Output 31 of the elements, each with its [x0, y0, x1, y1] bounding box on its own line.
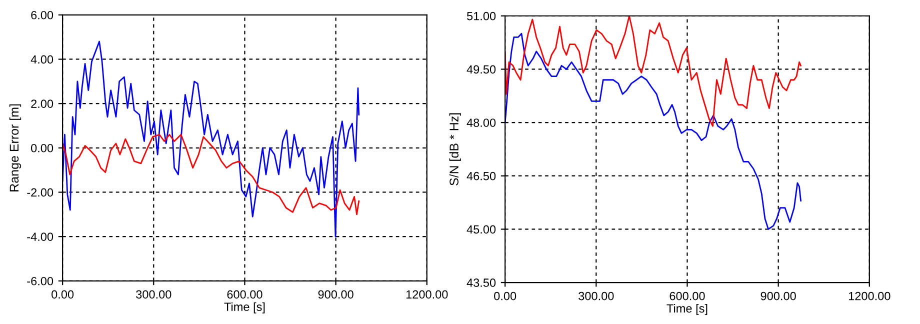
x-tick-label: 0.00 [52, 290, 74, 299]
x-tick-label: 300.00 [136, 290, 172, 299]
y-axis-title: Range Error [m] [9, 104, 22, 192]
x-axis-title: Time [s] [224, 302, 265, 314]
x-tick-label: 0.00 [494, 292, 516, 300]
y-axis-title: S/N [dB * Hz] [449, 113, 461, 186]
y-tick-label: 2.00 [31, 100, 54, 108]
x-axis-title: Time [s] [666, 304, 708, 315]
y-tick-label: 46.50 [466, 172, 496, 180]
y-tick-label: 48.00 [466, 118, 496, 127]
line-series [62, 134, 360, 216]
y-tick-label: -6.00 [27, 276, 54, 286]
x-tick-label: 1200.00 [848, 292, 890, 300]
y-tick-label: 6.00 [31, 10, 54, 20]
x-tick-label: 900.00 [318, 290, 354, 299]
y-tick-label: 51.00 [466, 12, 496, 20]
x-tick-label: 900.00 [760, 292, 796, 300]
x-tick-label: 1200.00 [406, 290, 448, 299]
y-tick-label: -2.00 [27, 188, 54, 197]
y-tick-label: -4.00 [27, 232, 54, 241]
x-tick-label: 600.00 [227, 290, 262, 299]
y-tick-label: 0.00 [31, 144, 54, 152]
y-tick-label: 43.50 [466, 278, 496, 287]
x-tick-label: 600.00 [670, 292, 705, 300]
line-series [505, 32, 802, 230]
y-tick-label: 4.00 [30, 55, 54, 64]
x-tick-label: 300.00 [578, 292, 614, 300]
y-tick-label: 45.00 [466, 225, 496, 234]
line-series [62, 40, 360, 238]
y-tick-label: 49.50 [466, 65, 496, 74]
line-series [505, 16, 802, 127]
